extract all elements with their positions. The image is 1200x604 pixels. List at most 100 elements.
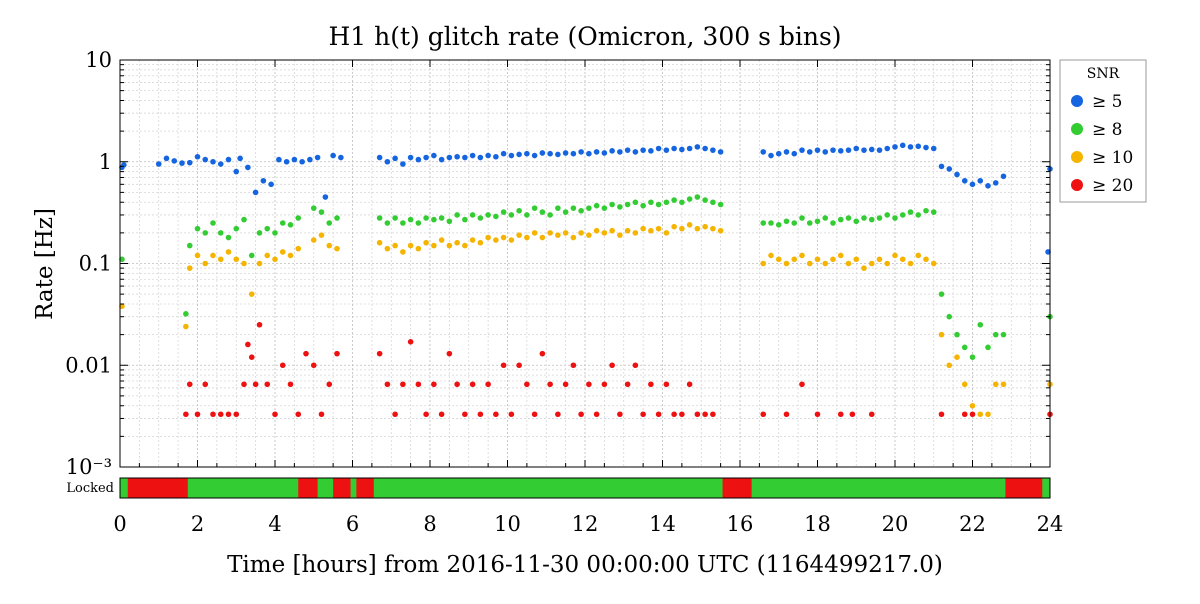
series-1-point bbox=[539, 150, 546, 156]
series-4-point bbox=[570, 362, 577, 369]
series-1-point bbox=[469, 152, 476, 159]
series-1-point bbox=[291, 156, 298, 163]
series-1-point bbox=[400, 161, 406, 167]
series-3-point bbox=[768, 252, 774, 259]
series-3-point bbox=[531, 230, 538, 236]
series-2-point bbox=[438, 215, 445, 221]
x-tick-label: 10 bbox=[494, 512, 521, 536]
series-1-point bbox=[392, 155, 398, 162]
series-2-point bbox=[119, 256, 125, 263]
series-1-point bbox=[516, 151, 522, 158]
series-2-point bbox=[783, 218, 790, 225]
series-4-point bbox=[578, 411, 584, 418]
y-axis-ticks: 10 1 0.1 0.01 10⁻³ bbox=[65, 48, 1050, 479]
y-tick-label: 10⁻³ bbox=[66, 455, 112, 479]
series-2-point bbox=[539, 209, 546, 215]
series-2-point bbox=[977, 321, 984, 328]
series-3-point bbox=[822, 260, 829, 267]
series-4-point bbox=[210, 411, 216, 418]
series-3-point bbox=[640, 225, 646, 232]
series-2-point bbox=[868, 216, 875, 223]
series-1-point bbox=[210, 158, 216, 165]
series-1-point bbox=[283, 158, 290, 165]
series-2-point bbox=[295, 215, 302, 221]
legend-marker bbox=[1071, 151, 1083, 163]
series-3-point bbox=[500, 234, 507, 241]
series-2-point bbox=[985, 344, 991, 351]
series-4-point bbox=[969, 411, 976, 418]
series-1-point bbox=[171, 158, 178, 164]
series-2-point bbox=[287, 222, 294, 228]
series-3-point bbox=[217, 256, 224, 263]
series-2-point bbox=[884, 212, 891, 218]
series-1-point bbox=[954, 171, 960, 178]
series-2-point bbox=[423, 215, 429, 221]
series-3-point bbox=[876, 256, 883, 263]
series-2-point bbox=[248, 252, 255, 259]
series-1-point bbox=[1000, 173, 1007, 180]
series-3-point bbox=[287, 252, 294, 259]
y-tick-label: 10 bbox=[85, 48, 112, 72]
series-2-point bbox=[617, 204, 623, 210]
locked-segment-off bbox=[356, 478, 374, 498]
series-3-point bbox=[632, 230, 639, 236]
series-2-point bbox=[407, 216, 414, 223]
series-3-point bbox=[601, 230, 608, 236]
series-1-point bbox=[969, 181, 976, 188]
x-tick-label: 20 bbox=[882, 512, 909, 536]
series-3-point bbox=[318, 232, 325, 238]
series-2-point bbox=[710, 199, 716, 206]
series-2-point bbox=[791, 220, 798, 226]
series-3-point bbox=[570, 234, 577, 241]
series-2-point bbox=[946, 313, 953, 320]
series-1-point bbox=[892, 144, 898, 150]
series-3-point bbox=[907, 260, 914, 267]
series-1-point bbox=[845, 147, 852, 153]
series-1-point bbox=[977, 177, 984, 184]
legend-marker bbox=[1071, 95, 1083, 107]
series-2-point bbox=[806, 220, 813, 226]
series-2-point bbox=[500, 209, 507, 215]
series-2-point bbox=[845, 215, 852, 221]
series-1-point bbox=[194, 153, 201, 160]
series-3-point bbox=[899, 256, 906, 263]
series-2-point bbox=[562, 209, 569, 215]
series-1-point bbox=[830, 147, 836, 153]
series-1-point bbox=[822, 149, 829, 155]
series-4-point bbox=[248, 354, 255, 360]
series-2-point bbox=[446, 218, 453, 225]
series-3-point bbox=[938, 331, 945, 338]
series-2-point bbox=[326, 220, 333, 226]
legend: SNR ≥ 5 ≥ 8 ≥ 10 ≥ 20 bbox=[1059, 59, 1147, 203]
series-1-point bbox=[663, 147, 670, 153]
x-tick-label: 16 bbox=[727, 512, 754, 536]
series-4-point bbox=[252, 381, 259, 388]
series-2-point bbox=[493, 213, 499, 220]
series-1-point bbox=[225, 156, 232, 163]
legend-entry: ≥ 10 bbox=[1092, 148, 1133, 168]
series-2-point bbox=[601, 205, 608, 211]
series-4-point bbox=[938, 411, 945, 418]
series-3-point bbox=[915, 252, 922, 259]
series-4-point bbox=[462, 411, 468, 418]
series-1-point bbox=[961, 177, 968, 184]
series-2-point bbox=[938, 291, 945, 297]
series-3-point bbox=[954, 354, 960, 360]
series-2-point bbox=[272, 230, 278, 236]
series-1-point bbox=[861, 147, 867, 153]
series-3-point bbox=[799, 252, 805, 259]
series-2-point bbox=[915, 212, 922, 218]
data-points bbox=[119, 142, 1053, 418]
series-3-point bbox=[845, 260, 852, 267]
series-2-point bbox=[930, 209, 937, 215]
series-1-point bbox=[431, 152, 437, 159]
series-2-point bbox=[186, 242, 193, 249]
series-4-point bbox=[318, 411, 325, 418]
series-1-point bbox=[555, 151, 561, 158]
series-2-point bbox=[694, 194, 701, 200]
legend-entry: ≥ 5 bbox=[1092, 92, 1122, 112]
series-1-point bbox=[679, 146, 685, 153]
series-1-point bbox=[485, 152, 491, 159]
series-4-point bbox=[849, 411, 856, 418]
series-3-point bbox=[241, 260, 247, 267]
